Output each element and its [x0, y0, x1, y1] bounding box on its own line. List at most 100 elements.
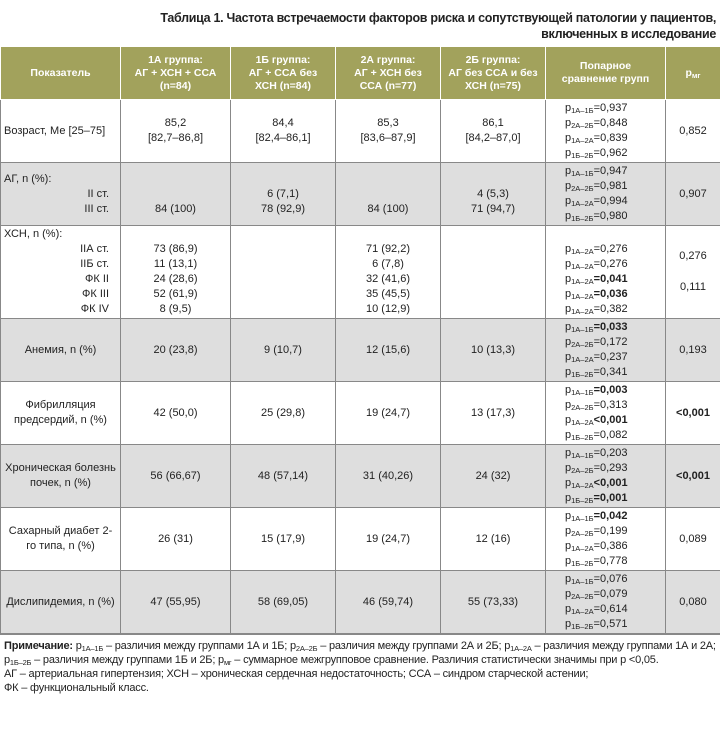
- spacer: [444, 302, 542, 317]
- pair-comparison: p2А–2Б=0,199: [549, 524, 662, 539]
- pair-comparison: p1А–2А=0,614: [549, 602, 662, 617]
- header-line: сравнение групп: [561, 73, 650, 85]
- subscript: 1Б–2Б: [571, 433, 594, 442]
- cell-stack: Анемия, n (%): [4, 343, 117, 358]
- value-cell: 15 (17,9): [230, 507, 336, 571]
- pair-comparison: p1А–2А<0,001: [549, 476, 662, 491]
- pmg-cell: 0,089: [665, 507, 720, 571]
- p-symbol: p: [565, 603, 572, 615]
- pair-comparison: p1Б–2Б=0,082: [549, 428, 662, 443]
- cell-stack: Сахарный диабет 2-го типа, n (%): [4, 524, 117, 554]
- header-line: ХСН (n=75): [465, 79, 521, 92]
- spacer: [444, 227, 542, 242]
- cell-value: 24 (32): [475, 469, 511, 482]
- cell-value: 85,2: [164, 117, 187, 129]
- note-text: – различия между группами 2А и 2Б; p: [317, 640, 511, 652]
- cell-value: 15 (17,9): [260, 532, 306, 545]
- header-cell: 1А группа: АГ + ХСН + ССА (n=84): [120, 46, 231, 100]
- subscript: 1А–1Б: [571, 325, 594, 334]
- row-label: Хроническая болезнь почек, n (%): [5, 462, 116, 489]
- table-row: Сахарный диабет 2-го типа, n (%) 26 (31) 1…: [0, 507, 720, 571]
- subscript: 1А–2А: [510, 644, 532, 653]
- cell-stack: 47 (55,95): [124, 595, 227, 610]
- subrow-label: III ст.: [84, 202, 109, 215]
- p-value: <0,001: [593, 414, 628, 426]
- cell-stack: 0,089: [669, 532, 717, 547]
- label-cell: Хроническая болезнь почек, n (%): [0, 444, 121, 508]
- value-cell: 58 (69,05): [230, 570, 336, 634]
- cell-stack: Хроническая болезнь почек, n (%): [4, 461, 117, 491]
- header-line: АГ + ХСН + ССА: [134, 66, 217, 79]
- pair-comparison: p1А–1Б=0,003: [549, 383, 662, 398]
- p-symbol: p: [565, 132, 572, 144]
- subscript: 2А–2Б: [571, 529, 594, 538]
- pmg-cell: <0,001: [665, 381, 720, 445]
- p-symbol: p: [565, 492, 572, 504]
- note-text: – различия между группами 1Б и 2Б; p: [31, 654, 224, 666]
- pair-comparison: p1А–2А=0,994: [549, 194, 662, 209]
- pair-comparison: p1А–1Б=0,076: [549, 572, 662, 587]
- cell-stack: 9 (10,7): [234, 343, 332, 358]
- pmg-value: 0,080: [679, 595, 707, 608]
- pmg-value: 0,276: [679, 250, 707, 262]
- pair-comparison: p1А–2А=0,041: [549, 272, 662, 287]
- pair-comparison: p2А–2Б=0,848: [549, 116, 662, 131]
- p-value: =0,981: [593, 180, 628, 192]
- value-cell: 86,1 [84,2–87,0]: [440, 99, 546, 163]
- value-cell: 85,3 [83,6–87,9]: [335, 99, 441, 163]
- pair-comparison: p1А–2А=0,036: [549, 287, 662, 302]
- cell-value: 71 (92,2): [365, 243, 411, 255]
- cell-stack: 86,1 [84,2–87,0]: [444, 116, 542, 146]
- note: Примечание: p1А–1Б – различия между груп…: [0, 634, 720, 695]
- cell-stack: 42 (50,0): [124, 406, 227, 421]
- p-value: =0,614: [593, 603, 628, 615]
- subscript: 1Б–2Б: [571, 214, 594, 223]
- subscript: 2А–2Б: [571, 121, 594, 130]
- value-cell: 84 (100): [120, 162, 231, 226]
- pair-comparison: p1А–1Б=0,937: [549, 101, 662, 116]
- cell-value: [83,6–87,9]: [360, 132, 416, 144]
- note-text: Примечание:: [4, 640, 73, 652]
- pmg-cell: 0,276 0,111: [665, 225, 720, 319]
- cell-stack: 12 (15,6): [339, 343, 437, 358]
- p-value: =0,082: [593, 429, 628, 441]
- spacer: [234, 242, 332, 257]
- cell-stack: 48 (57,14): [234, 469, 332, 484]
- value-cell: 20 (23,8): [120, 318, 231, 382]
- spacer: [234, 287, 332, 302]
- table-row: ХСН, n (%): IIА ст. IIБ ст. ФК II ФК III ФК I…: [0, 225, 720, 319]
- p-value: =0,237: [593, 351, 628, 363]
- label-cell: Дислипидемия, n (%): [0, 570, 121, 634]
- p-symbol: p: [565, 462, 572, 474]
- pair-comparison: p1А–2А=0,237: [549, 350, 662, 365]
- pairwise-cell: p1А–1Б=0,203 p2А–2Б=0,293 p1А–2А<0,001 p1Б–…: [545, 444, 666, 508]
- subscript: 2А–2Б: [571, 184, 594, 193]
- p-value: =0,076: [593, 573, 628, 585]
- cell-stack: <0,001: [669, 406, 717, 421]
- p-symbol: p: [565, 195, 572, 207]
- cell-stack: ХСН, n (%): IIА ст. IIБ ст. ФК II ФК III ФК I…: [4, 227, 117, 317]
- cell-stack: 20 (23,8): [124, 343, 227, 358]
- p-symbol: p: [565, 165, 572, 177]
- cell-value: 55 (73,33): [467, 595, 519, 608]
- header-line: (n=84): [159, 79, 192, 92]
- spacer: [549, 227, 662, 242]
- subscript: 2А–2Б: [571, 466, 594, 475]
- pmg-value: 0,089: [679, 532, 707, 545]
- cell-stack: p1А–1Б=0,042 p2А–2Б=0,199 p1А–2А=0,386 p1Б–…: [549, 509, 662, 569]
- cell-stack: 46 (59,74): [339, 595, 437, 610]
- cell-stack: 55 (73,33): [444, 595, 542, 610]
- subscript: 1А–1Б: [571, 388, 594, 397]
- pairwise-cell: p1А–1Б=0,076 p2А–2Б=0,079 p1А–2А=0,614 p1Б–…: [545, 570, 666, 634]
- pair-comparison: p2А–2Б=0,981: [549, 179, 662, 194]
- pair-comparison: p2А–2Б=0,313: [549, 398, 662, 413]
- cell-stack: p1А–2А=0,276 p1А–2А=0,276 p1А–2А=0,041 p1А–…: [549, 227, 662, 317]
- cell-stack: 58 (69,05): [234, 595, 332, 610]
- cell-value: 19 (24,7): [365, 406, 411, 419]
- value-cell: 48 (57,14): [230, 444, 336, 508]
- header-line: 2А группа:: [360, 53, 416, 66]
- pair-comparison: p1Б–2Б=0,341: [549, 365, 662, 380]
- pair-comparison: p1А–1Б=0,203: [549, 446, 662, 461]
- subrow-label: ФК IV: [80, 303, 109, 315]
